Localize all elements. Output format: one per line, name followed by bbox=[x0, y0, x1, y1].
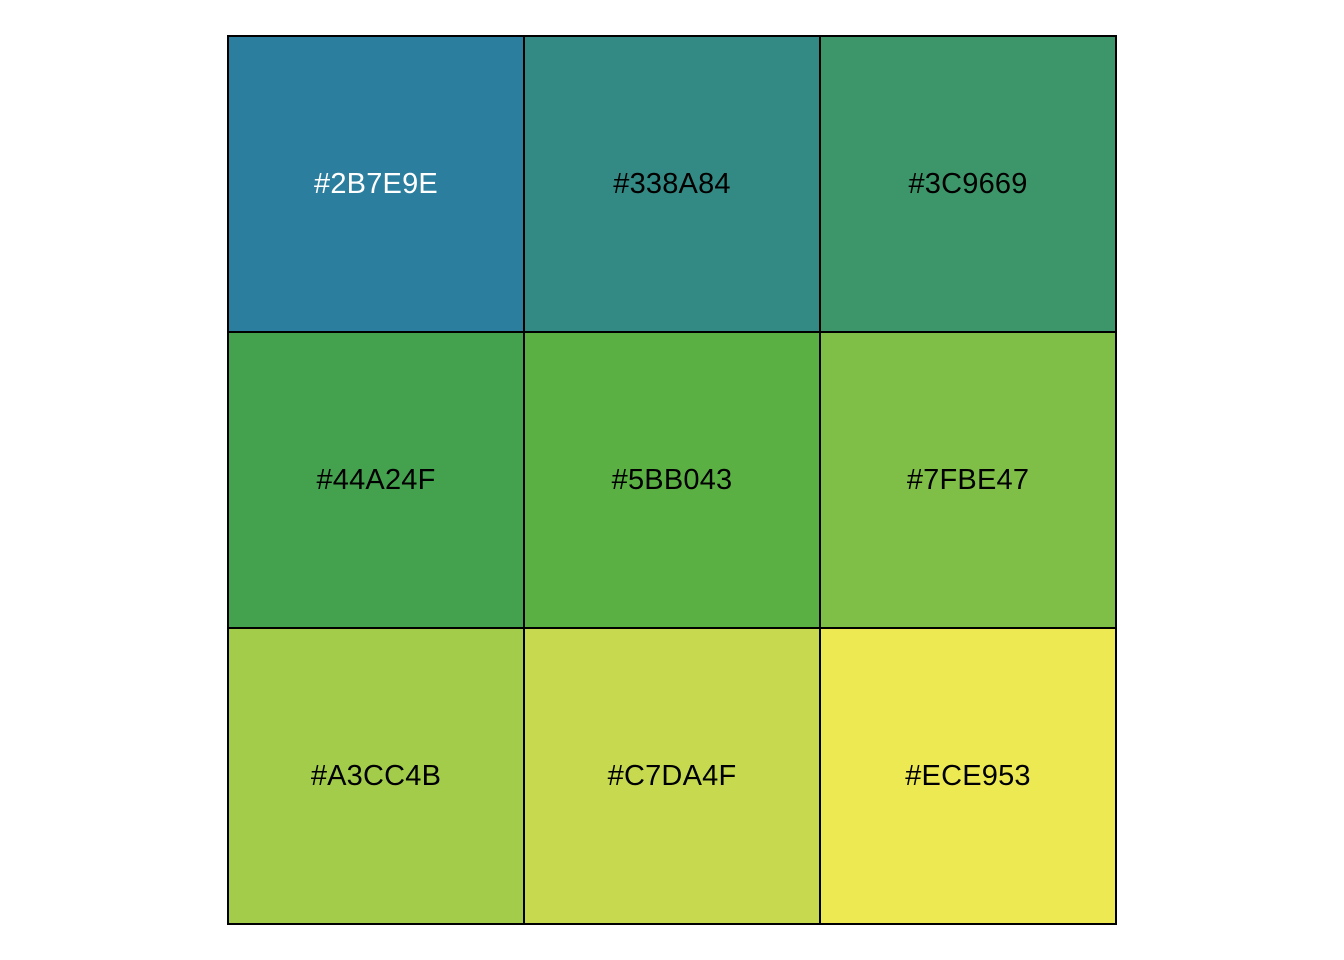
color-swatch: #2B7E9E bbox=[228, 36, 524, 332]
swatch-hex-label: #A3CC4B bbox=[310, 759, 442, 792]
swatch-hex-label: #44A24F bbox=[316, 463, 436, 496]
swatch-hex-label: #338A84 bbox=[613, 167, 731, 200]
swatch-hex-label: #2B7E9E bbox=[314, 167, 438, 200]
color-swatch: #3C9669 bbox=[820, 36, 1116, 332]
color-swatch: #338A84 bbox=[524, 36, 820, 332]
color-swatch: #A3CC4B bbox=[228, 628, 524, 924]
swatch-hex-label: #C7DA4F bbox=[607, 759, 737, 792]
color-swatch: #5BB043 bbox=[524, 332, 820, 628]
swatch-hex-label: #7FBE47 bbox=[906, 463, 1030, 496]
swatch-hex-label: #ECE953 bbox=[905, 759, 1031, 792]
color-swatch: #44A24F bbox=[228, 332, 524, 628]
swatch-hex-label: #3C9669 bbox=[908, 167, 1028, 200]
color-swatch: #C7DA4F bbox=[524, 628, 820, 924]
swatch-hex-label: #5BB043 bbox=[611, 463, 733, 496]
color-swatch: #7FBE47 bbox=[820, 332, 1116, 628]
color-swatch-grid: #2B7E9E #338A84 #3C9669 #44A24F #5BB043 #7FBE… bbox=[227, 35, 1117, 925]
color-swatch: #ECE953 bbox=[820, 628, 1116, 924]
